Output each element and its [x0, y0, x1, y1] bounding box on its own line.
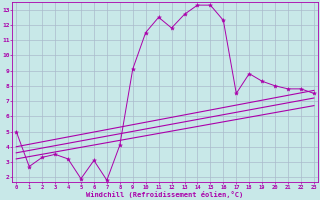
X-axis label: Windchill (Refroidissement éolien,°C): Windchill (Refroidissement éolien,°C) [86, 191, 244, 198]
